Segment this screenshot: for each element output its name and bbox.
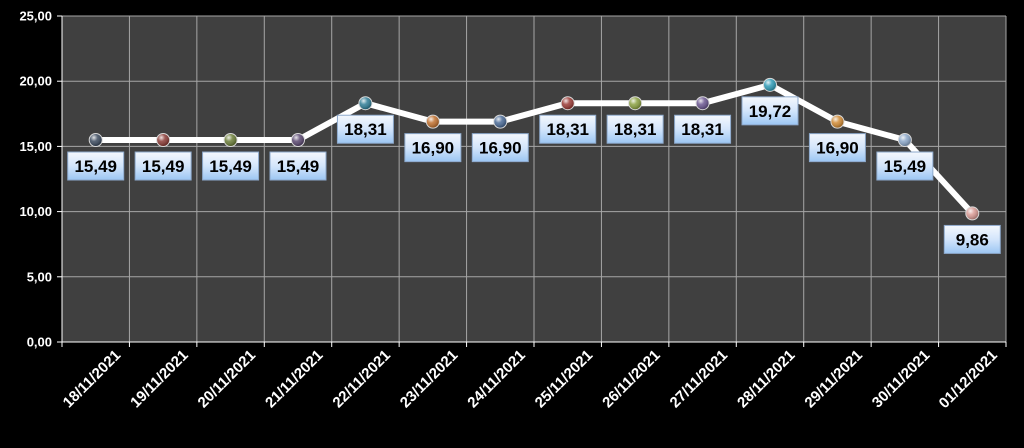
data-label-box xyxy=(741,96,799,126)
data-label: 19,72 xyxy=(749,102,792,121)
y-tick-label: 20,00 xyxy=(19,74,52,89)
data-point-highlight xyxy=(898,134,911,147)
data-label-box xyxy=(67,151,125,181)
y-tick-label: 5,00 xyxy=(27,269,52,284)
data-label-box xyxy=(202,151,260,181)
data-point-highlight xyxy=(157,134,170,147)
data-point-highlight xyxy=(224,134,237,147)
data-point-highlight xyxy=(764,78,776,91)
data-label-box xyxy=(876,151,934,181)
data-label: 16,90 xyxy=(479,139,522,158)
data-point-highlight xyxy=(629,97,642,110)
data-label-box xyxy=(404,133,462,163)
data-label: 15,49 xyxy=(142,157,185,176)
y-tick-label: 25,00 xyxy=(19,9,52,24)
data-label: 15,49 xyxy=(277,157,320,176)
data-label-box xyxy=(539,114,597,144)
data-label-box xyxy=(336,114,394,144)
data-label-box xyxy=(943,224,1001,254)
data-point-highlight xyxy=(561,97,574,110)
data-label-box xyxy=(674,114,732,144)
data-labels: 15,49 15,49 15,49 15,49 18,31 16,90 16,90 18,31… xyxy=(67,96,1001,254)
y-tick-label: 10,00 xyxy=(19,204,52,219)
data-label-box xyxy=(134,151,192,181)
series-path xyxy=(92,81,976,217)
data-point-highlight xyxy=(359,97,372,110)
data-label: 16,90 xyxy=(412,139,455,158)
data-point-highlight xyxy=(494,115,507,128)
data-label: 15,49 xyxy=(884,157,927,176)
data-point-highlight xyxy=(292,134,304,147)
series-markers xyxy=(88,77,980,221)
y-tick-label: 0,00 xyxy=(27,335,52,350)
data-point-highlight xyxy=(426,115,439,128)
series-line xyxy=(92,81,976,217)
y-tick-label: 15,00 xyxy=(19,139,52,154)
data-label: 9,86 xyxy=(956,230,989,249)
data-point-highlight xyxy=(966,207,979,220)
data-label-box xyxy=(606,114,664,144)
data-label-box xyxy=(471,133,529,163)
data-label: 18,31 xyxy=(614,120,657,139)
data-label-box xyxy=(269,151,327,181)
data-label: 18,31 xyxy=(681,120,724,139)
data-label-box xyxy=(808,133,866,163)
data-point-highlight xyxy=(831,115,844,128)
data-label: 16,90 xyxy=(816,139,859,158)
data-point-highlight xyxy=(89,134,102,147)
y-axis: 0,00 5,00 10,00 15,00 20,00 25,00 xyxy=(19,9,63,350)
data-label: 15,49 xyxy=(209,157,252,176)
data-label: 18,31 xyxy=(546,120,589,139)
data-point-highlight xyxy=(696,97,709,110)
data-label: 15,49 xyxy=(74,157,117,176)
data-label: 18,31 xyxy=(344,120,387,139)
